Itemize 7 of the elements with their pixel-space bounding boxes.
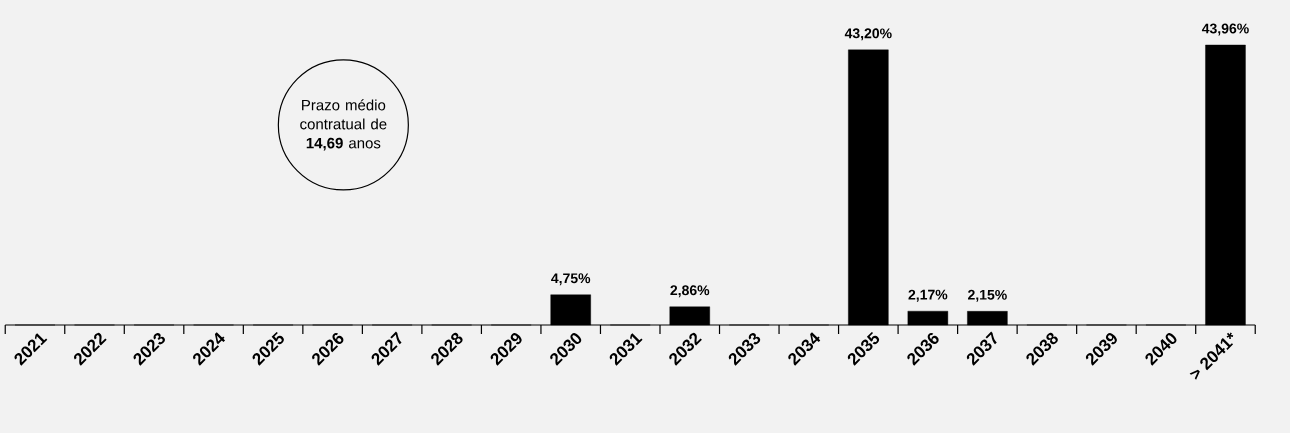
data-label: 43,96% <box>1201 23 1249 36</box>
data-label: 43,20% <box>844 28 892 41</box>
annotation: Prazo médio contratual de 14,69 anos <box>300 99 387 151</box>
data-label: 2,15% <box>968 289 1007 302</box>
data-label: 2,86% <box>670 285 710 298</box>
data-label: 4,75% <box>551 273 591 286</box>
data-label: 2,17% <box>908 289 948 302</box>
